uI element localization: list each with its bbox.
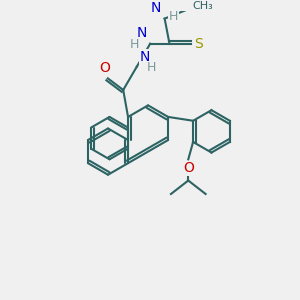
- Text: CH₃: CH₃: [193, 1, 213, 11]
- Text: S: S: [194, 37, 203, 51]
- Text: N: N: [137, 26, 147, 40]
- Text: H: H: [146, 61, 156, 74]
- Text: H: H: [169, 10, 178, 23]
- Text: H: H: [129, 38, 139, 51]
- Text: O: O: [183, 161, 194, 175]
- Text: N: N: [140, 50, 150, 64]
- Text: O: O: [100, 61, 110, 76]
- Text: N: N: [150, 1, 161, 15]
